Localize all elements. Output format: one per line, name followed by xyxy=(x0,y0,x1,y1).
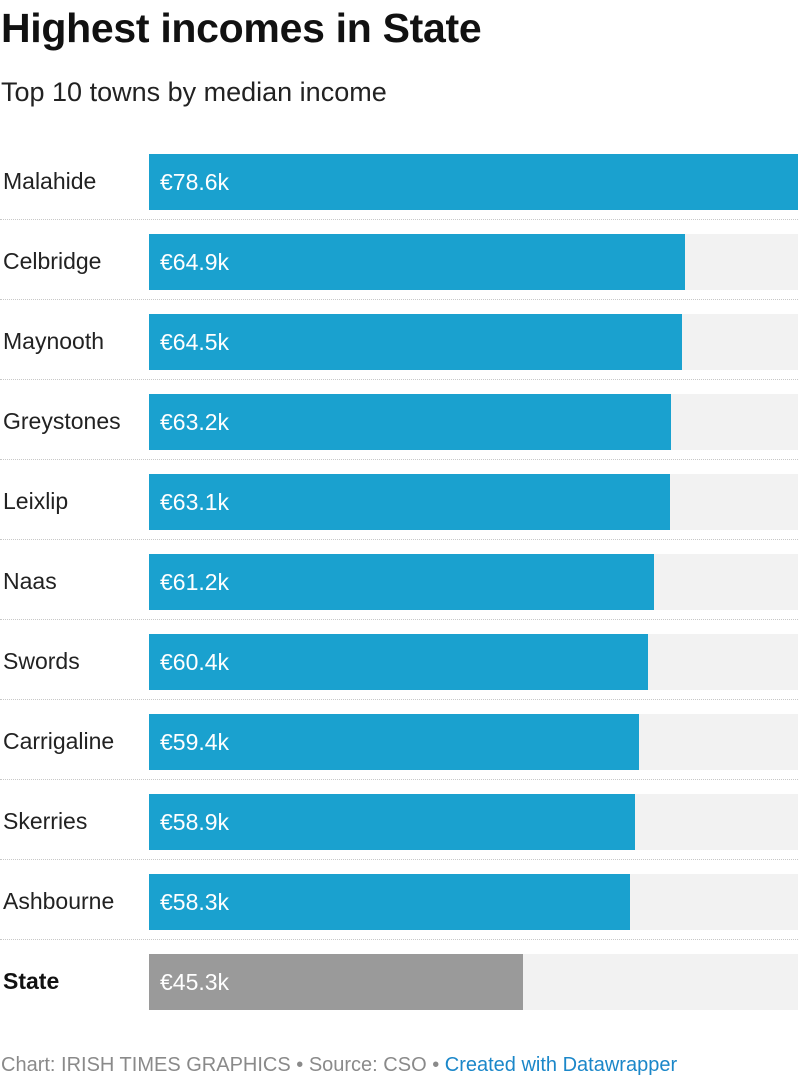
bar-value-label: €45.3k xyxy=(160,969,230,995)
bar-chart: Malahide €78.6k Celbridge €64.9k Maynooth €64… xyxy=(0,140,800,1020)
chart-subtitle: Top 10 towns by median income xyxy=(1,77,387,107)
bar-track: €64.9k xyxy=(149,234,798,290)
bar: €64.5k xyxy=(149,314,682,370)
row-divider xyxy=(0,859,798,860)
chart-row: Maynooth €64.5k xyxy=(0,300,800,380)
row-divider xyxy=(0,219,798,220)
chart-row: Swords €60.4k xyxy=(0,620,800,700)
bar-value-label: €58.3k xyxy=(160,889,230,915)
category-label: Maynooth xyxy=(3,328,105,354)
chart-row: Naas €61.2k xyxy=(0,540,800,620)
category-label: Ashbourne xyxy=(3,888,115,914)
bar-track: €45.3k xyxy=(149,954,798,1010)
category-label: Greystones xyxy=(3,408,121,434)
bar-value-label: €78.6k xyxy=(160,169,230,195)
category-label: Skerries xyxy=(3,808,88,834)
bar-value-label: €64.5k xyxy=(160,329,230,355)
chart-row: Malahide €78.6k xyxy=(0,140,800,220)
category-label: State xyxy=(3,968,60,994)
category-label: Leixlip xyxy=(3,488,69,514)
bar-track: €63.1k xyxy=(149,474,798,530)
row-divider xyxy=(0,379,798,380)
bar: €63.2k xyxy=(149,394,671,450)
category-label: Naas xyxy=(3,568,57,594)
row-divider xyxy=(0,699,798,700)
category-label: Swords xyxy=(3,648,80,674)
bar-value-label: €63.1k xyxy=(160,489,230,515)
bar: €58.9k xyxy=(149,794,635,850)
bar: €58.3k xyxy=(149,874,630,930)
category-label: Celbridge xyxy=(3,248,102,274)
chart-row: Greystones €63.2k xyxy=(0,380,800,460)
bar-track: €63.2k xyxy=(149,394,798,450)
bar-track: €61.2k xyxy=(149,554,798,610)
bar-track: €64.5k xyxy=(149,314,798,370)
footer-separator: • xyxy=(290,1054,309,1076)
bar-value-label: €64.9k xyxy=(160,249,230,275)
bar-value-label: €58.9k xyxy=(160,809,230,835)
chart-footer: Chart: IRISH TIMES GRAPHICS • Source: CS… xyxy=(1,1051,677,1079)
row-divider xyxy=(0,619,798,620)
bar: €78.6k xyxy=(149,154,798,210)
bar-value-label: €59.4k xyxy=(160,729,230,755)
bar-value-label: €61.2k xyxy=(160,569,230,595)
category-label: Malahide xyxy=(3,168,97,194)
bar-value-label: €63.2k xyxy=(160,409,230,435)
bar-track: €60.4k xyxy=(149,634,798,690)
bar: €63.1k xyxy=(149,474,670,530)
row-divider xyxy=(0,539,798,540)
row-divider xyxy=(0,299,798,300)
datawrapper-link[interactable]: Created with Datawrapper xyxy=(444,1054,678,1076)
bar: €64.9k xyxy=(149,234,685,290)
row-divider xyxy=(0,779,798,780)
chart-row: Ashbourne €58.3k xyxy=(0,860,800,940)
chart-row: State €45.3k xyxy=(0,940,800,1020)
footer-source: Source: CSO xyxy=(308,1054,427,1076)
chart-row: Leixlip €63.1k xyxy=(0,460,800,540)
bar-value-label: €60.4k xyxy=(160,649,230,675)
bar: €61.2k xyxy=(149,554,654,610)
chart-title: Highest incomes in State xyxy=(1,5,482,51)
row-divider xyxy=(0,939,798,940)
footer-credit: Chart: IRISH TIMES GRAPHICS xyxy=(1,1054,291,1076)
bar: €59.4k xyxy=(149,714,639,770)
bar: €60.4k xyxy=(149,634,648,690)
bar-track: €58.3k xyxy=(149,874,798,930)
bar-track: €78.6k xyxy=(149,154,798,210)
bar-track: €59.4k xyxy=(149,714,798,770)
bar-track: €58.9k xyxy=(149,794,798,850)
footer-separator: • xyxy=(426,1054,445,1076)
chart-row: Skerries €58.9k xyxy=(0,780,800,860)
row-divider xyxy=(0,459,798,460)
category-label: Carrigaline xyxy=(3,728,115,754)
reference-bar: €45.3k xyxy=(149,954,523,1010)
chart-row: Carrigaline €59.4k xyxy=(0,700,800,780)
chart-row: Celbridge €64.9k xyxy=(0,220,800,300)
